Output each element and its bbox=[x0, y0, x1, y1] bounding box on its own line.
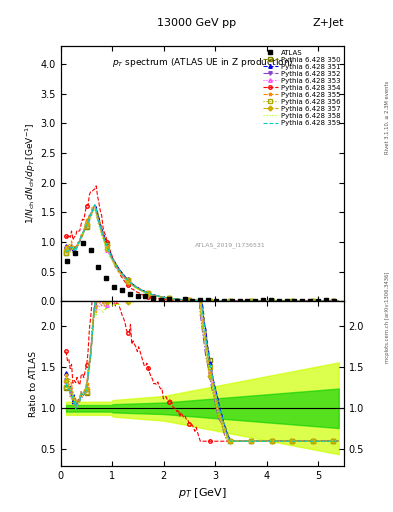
Y-axis label: $1/N_{\mathrm{ch}}\,dN_{\mathrm{ch}}/dp_T\,[\mathrm{GeV}^{-1}]$: $1/N_{\mathrm{ch}}\,dN_{\mathrm{ch}}/dp_… bbox=[23, 123, 38, 224]
Text: $p_T$ spectrum (ATLAS UE in Z production): $p_T$ spectrum (ATLAS UE in Z production… bbox=[112, 56, 293, 69]
Legend: ATLAS, Pythia 6.428 350, Pythia 6.428 351, Pythia 6.428 352, Pythia 6.428 353, P: ATLAS, Pythia 6.428 350, Pythia 6.428 35… bbox=[261, 48, 342, 127]
Text: Rivet 3.1.10, ≥ 2.3M events: Rivet 3.1.10, ≥ 2.3M events bbox=[385, 81, 389, 155]
Text: mcplots.cern.ch [arXiv:1306.3436]: mcplots.cern.ch [arXiv:1306.3436] bbox=[385, 272, 389, 363]
Text: 13000 GeV pp: 13000 GeV pp bbox=[157, 18, 236, 28]
X-axis label: $p_T$ [GeV]: $p_T$ [GeV] bbox=[178, 486, 227, 500]
Text: ATLAS_2019_I1736531: ATLAS_2019_I1736531 bbox=[195, 242, 266, 248]
Y-axis label: Ratio to ATLAS: Ratio to ATLAS bbox=[29, 351, 38, 417]
Text: Z+Jet: Z+Jet bbox=[312, 18, 344, 28]
